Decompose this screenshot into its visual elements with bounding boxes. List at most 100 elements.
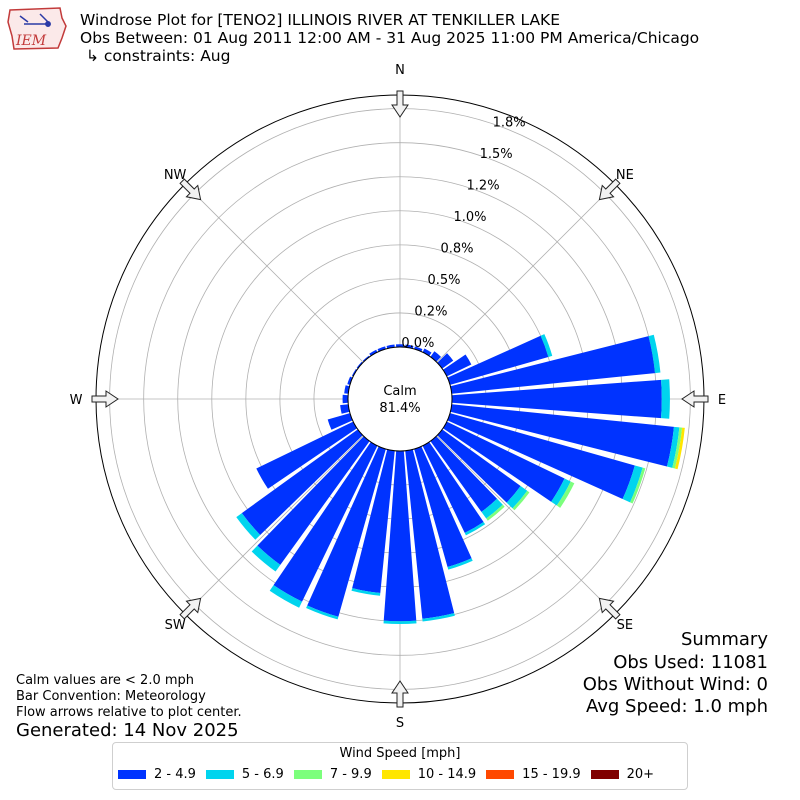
bar-dir-220-bin-0 (257, 436, 370, 565)
grid-spoke-45 (436, 183, 616, 363)
legend-item-3: 10 - 14.9 (381, 767, 477, 782)
bar-dir-150-bin-1 (464, 521, 486, 536)
weather-station-icon (19, 13, 51, 27)
logo-text: IEM (15, 33, 47, 49)
bar-dir-110-bin-2 (630, 467, 646, 504)
radial-tick-label-6: 1.5% (480, 147, 513, 162)
chart-subtitle-constraints: ↳ constraints: Aug (86, 47, 231, 65)
bar-dir-130-bin-0 (437, 429, 521, 503)
generated-date: Generated: 14 Nov 2025 (16, 720, 239, 741)
flow-arrow-N (391, 90, 409, 118)
bar-dir-190-bin-0 (352, 449, 395, 594)
bar-dir-90-bin-1 (661, 379, 670, 419)
legend-swatch-4 (486, 770, 515, 779)
bar-dir-100-bin-1 (666, 426, 680, 468)
radial-tick-label-7: 1.8% (493, 116, 526, 131)
legend-label-3: 10 - 14.9 (417, 767, 477, 782)
flow-arrow-NE (598, 178, 621, 201)
bar-dir-30-bin-0 (422, 348, 432, 356)
windrose-bars (236, 334, 685, 624)
bar-dir-350-bin-0 (386, 344, 395, 349)
grid-spoke-315 (184, 183, 364, 363)
bar-dir-140-bin-1 (481, 498, 503, 519)
legend-swatch-5 (590, 770, 619, 779)
bar-dir-310-bin-0 (356, 361, 363, 369)
bar-dir-180-bin-1 (383, 620, 417, 624)
bar-dir-270-bin-0 (342, 394, 349, 404)
legend-label-4: 15 - 19.9 (522, 767, 581, 782)
bar-dir-210-bin-1 (269, 585, 303, 608)
bar-dir-200-bin-0 (307, 446, 386, 617)
bar-dir-230-bin-1 (236, 513, 261, 540)
bar-dir-140-bin-0 (430, 436, 498, 512)
legend-swatch-2 (293, 770, 322, 779)
bar-dir-120-bin-2 (556, 481, 575, 508)
bar-dir-170-bin-0 (405, 449, 455, 619)
compass-label-S: S (396, 716, 404, 731)
radial-tick-label-0: 0.0% (401, 336, 434, 351)
bar-convention-note: Bar Convention: Meteorology (16, 689, 206, 704)
bar-dir-80-bin-0 (450, 336, 656, 394)
bar-dir-150-bin-0 (422, 442, 484, 533)
legend-swatch-1 (205, 770, 234, 779)
legend-swatch-0 (118, 770, 146, 779)
bar-dir-0-bin-0 (395, 344, 405, 348)
compass-label-NW: NW (164, 168, 187, 183)
bar-dir-120-bin-1 (551, 478, 571, 506)
bar-dir-100-bin-2 (672, 427, 683, 469)
bar-dir-50-bin-0 (437, 353, 454, 369)
bar-dir-10-bin-0 (405, 344, 414, 349)
legend-item-5: 20+ (590, 767, 654, 782)
bar-dir-100-bin-0 (450, 404, 674, 467)
bar-dir-240-bin-0 (256, 421, 357, 489)
flow-arrow-E (681, 390, 709, 408)
radial-tick-label-3: 0.8% (440, 242, 473, 257)
summary-obs-without-wind: Obs Without Wind: 0 (582, 674, 768, 695)
legend-label-2: 7 - 9.9 (329, 767, 372, 782)
legend-swatch-3 (381, 770, 410, 779)
calm-label: Calm (383, 384, 416, 399)
legend-item-4: 15 - 19.9 (486, 767, 581, 782)
bar-dir-90-bin-0 (451, 379, 662, 419)
calm-definition-note: Calm values are < 2.0 mph (16, 673, 195, 688)
calm-value: 81.4% (379, 401, 420, 416)
bar-dir-170-bin-1 (422, 613, 455, 622)
bar-dir-200-bin-1 (306, 605, 339, 620)
chart-title: Windrose Plot for [TENO2] ILLINOIS RIVER… (80, 11, 561, 29)
bar-dir-260-bin-0 (340, 404, 350, 414)
bar-dir-140-bin-2 (486, 504, 505, 521)
bar-dir-20-bin-0 (414, 346, 423, 352)
bar-dir-160-bin-1 (447, 558, 473, 570)
bar-dir-110-bin-1 (622, 465, 643, 503)
radial-tick-labels: 0.0% 0.2% 0.5% 0.8% 1.0% 1.2% 1.5% 1.8% (401, 116, 525, 351)
iem-logo: IEM (7, 7, 67, 50)
legend-items: 2 - 4.9 5 - 6.9 7 - 9.9 10 - 14.9 15 - 19.9 2… (118, 767, 654, 782)
calm-circle (347, 346, 453, 452)
legend-label-0: 2 - 4.9 (154, 767, 196, 782)
grid-spoke-225 (184, 435, 364, 615)
summary-title: Summary (681, 629, 768, 650)
bar-dir-160-bin-0 (414, 446, 472, 567)
compass-label-NE: NE (616, 168, 634, 183)
bar-dir-230-bin-0 (241, 429, 363, 535)
bar-dir-80-bin-1 (648, 334, 661, 374)
bar-dir-180-bin-0 (383, 450, 417, 622)
bar-dir-130-bin-2 (512, 490, 530, 511)
radial-tick-label-2: 0.5% (427, 273, 460, 288)
summary-avg-speed: Avg Speed: 1.0 mph (586, 696, 768, 717)
legend-title: Wind Speed [mph] (339, 746, 461, 761)
grid-spoke-135 (436, 435, 616, 615)
bar-dir-40-bin-0 (430, 351, 442, 362)
compass-label-SE: SE (617, 618, 633, 633)
compass-label-E: E (718, 393, 726, 408)
bar-dir-110-bin-0 (447, 413, 635, 500)
flow-arrow-SE (598, 597, 621, 620)
bar-dir-220-bin-1 (251, 545, 281, 572)
chart-subtitle-period: Obs Between: 01 Aug 2011 12:00 AM - 31 A… (80, 29, 700, 47)
bar-dir-100-bin-3 (674, 427, 685, 470)
flow-arrows (91, 90, 709, 708)
bar-dir-250-bin-0 (327, 413, 353, 430)
radial-tick-label-1: 0.2% (414, 304, 447, 319)
flow-arrow-W (91, 390, 119, 408)
